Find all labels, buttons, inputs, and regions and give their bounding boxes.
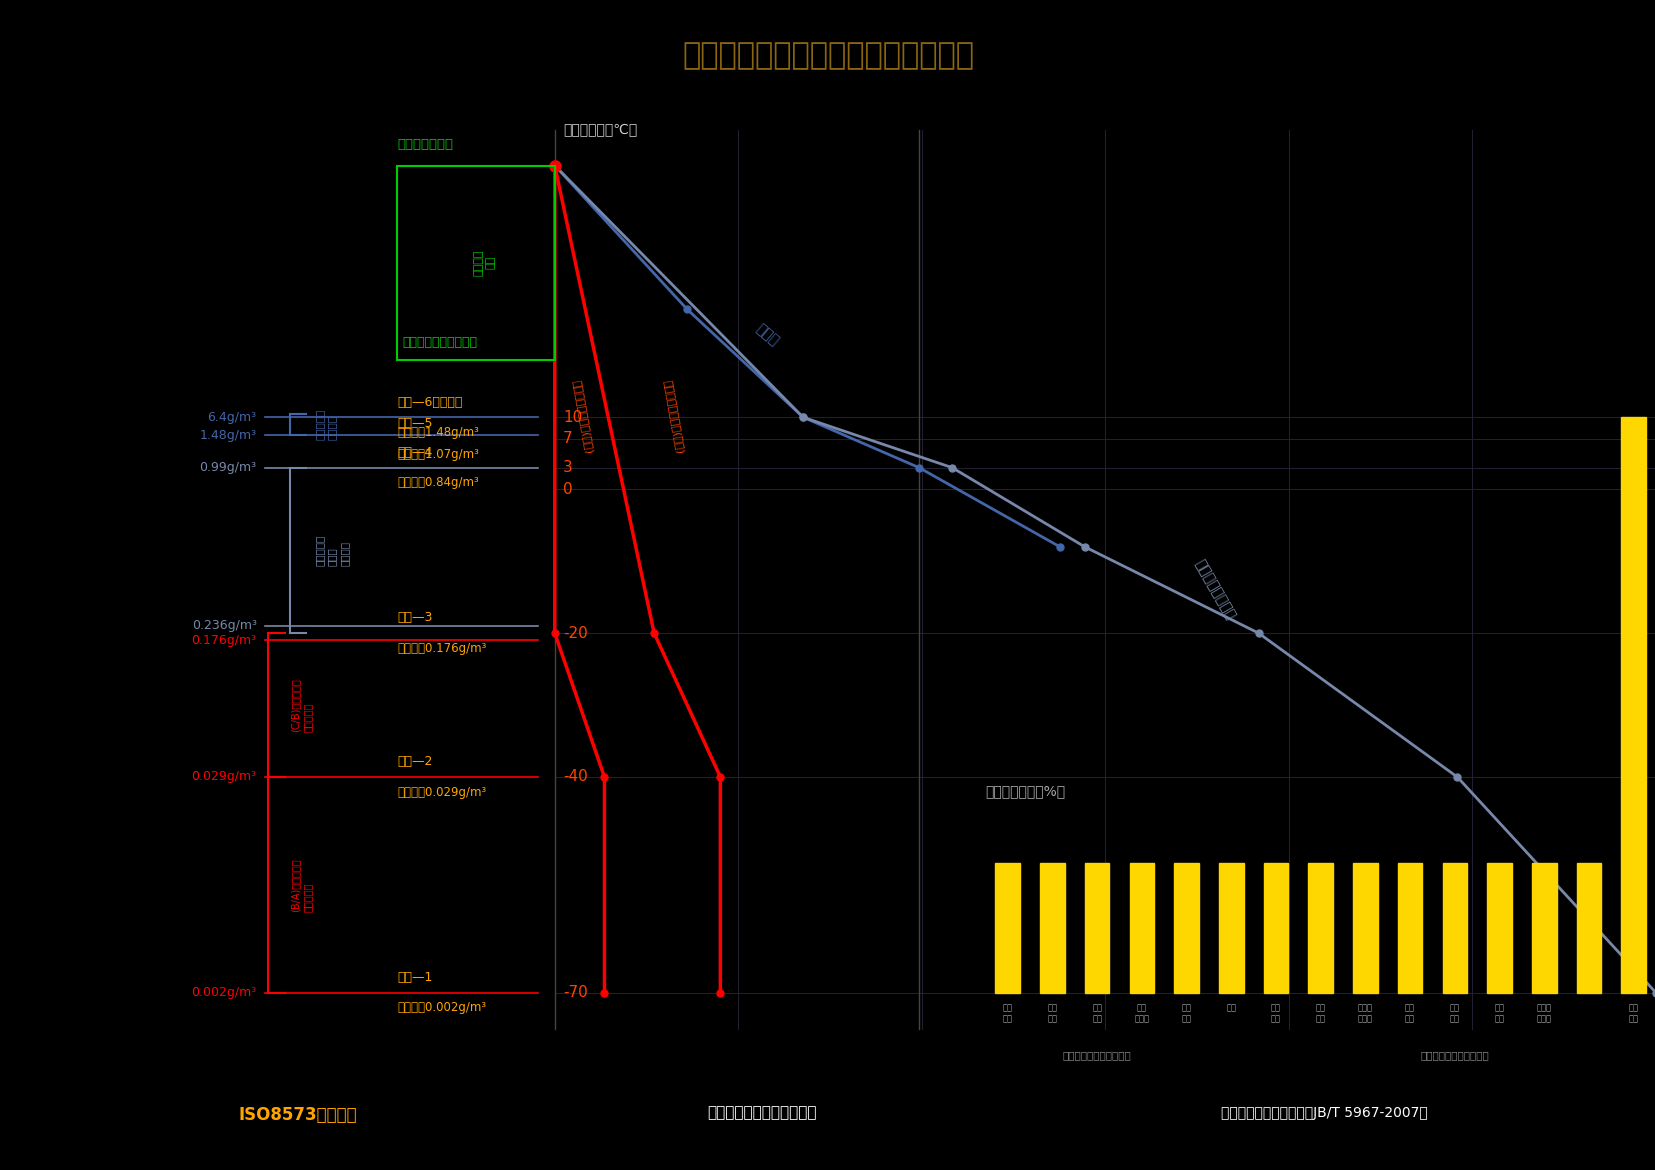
- Text: 含水值：1.48g/m³: 含水值：1.48g/m³: [397, 426, 478, 439]
- Bar: [1173, 863, 1198, 993]
- Text: 通道: 通道: [1225, 1004, 1236, 1012]
- Text: 0: 0: [563, 482, 573, 497]
- Bar: [1352, 863, 1377, 993]
- Text: 精密机
械制造: 精密机 械制造: [1357, 1004, 1372, 1023]
- Text: 6.4g/m³: 6.4g/m³: [207, 411, 257, 424]
- Bar: [1307, 863, 1332, 993]
- Text: 冷干机实际
处理效果: 冷干机实际 处理效果: [314, 408, 338, 440]
- Bar: [1531, 863, 1556, 993]
- Text: 等级—1: 等级—1: [397, 971, 432, 984]
- Text: 其他方式
提置: 其他方式 提置: [473, 249, 495, 276]
- Text: 等级—4: 等级—4: [397, 446, 432, 459]
- Text: 7: 7: [563, 432, 573, 447]
- Text: -70: -70: [563, 985, 588, 1000]
- Bar: [1218, 863, 1243, 993]
- Text: （综合能耗比：%）: （综合能耗比：%）: [985, 784, 1064, 798]
- Text: 医用
药物: 医用 药物: [1493, 1004, 1504, 1023]
- Bar: [1576, 863, 1600, 993]
- Text: （压力露点：℃）: （压力露点：℃）: [563, 123, 637, 137]
- Text: 1.48g/m³: 1.48g/m³: [200, 428, 257, 442]
- Text: 等级—3: 等级—3: [397, 612, 432, 625]
- Bar: [1039, 863, 1064, 993]
- Text: 压缩吸附式干燥机(全热): 压缩吸附式干燥机(全热): [571, 380, 594, 455]
- Text: 含水值：0.84g/m³: 含水值：0.84g/m³: [397, 476, 478, 489]
- Text: 气动
纺织: 气动 纺织: [1403, 1004, 1415, 1023]
- Bar: [1620, 418, 1645, 993]
- Text: -40: -40: [563, 770, 588, 784]
- Text: 冷干机: 冷干机: [753, 322, 781, 349]
- Bar: [397, 165, 554, 359]
- Text: 电子
器件: 电子 器件: [1314, 1004, 1326, 1023]
- Text: 干燥机效果分析及压缩空气品质要求: 干燥机效果分析及压缩空气品质要求: [682, 41, 973, 70]
- Text: 等级—2: 等级—2: [397, 756, 432, 769]
- Text: 气动
控制阀: 气动 控制阀: [1134, 1004, 1149, 1023]
- Bar: [1129, 863, 1154, 993]
- Text: 各类干燥机性能及能耗对比: 各类干燥机性能及能耗对比: [707, 1106, 816, 1121]
- Text: 气动
马达: 气动 马达: [1091, 1004, 1102, 1023]
- Bar: [1486, 863, 1511, 993]
- Text: 0.236g/m³: 0.236g/m³: [192, 619, 257, 633]
- Text: 含水量：1.07g/m³: 含水量：1.07g/m³: [397, 447, 478, 461]
- Text: 等级—5: 等级—5: [397, 418, 432, 431]
- Text: 气压系统对空气介质要求: 气压系统对空气介质要求: [1420, 1051, 1488, 1060]
- Text: 含水值：0.002g/m³: 含水值：0.002g/m³: [397, 1002, 487, 1014]
- Text: 压缩吸附式干燥机(微热): 压缩吸附式干燥机(微热): [662, 380, 685, 455]
- Text: 3: 3: [563, 460, 573, 475]
- Text: 印刷
技术: 印刷 技术: [1627, 1004, 1638, 1023]
- Bar: [1442, 863, 1466, 993]
- Text: (B/A)吸附式干燥
机处理效果: (B/A)吸附式干燥 机处理效果: [290, 858, 313, 911]
- Text: 等级—6（末级）: 等级—6（末级）: [397, 395, 462, 408]
- Bar: [1084, 863, 1109, 993]
- Text: 冷干机入口温度: 冷干机入口温度: [397, 138, 453, 151]
- Bar: [1263, 863, 1288, 993]
- Text: ISO8573国际标准: ISO8573国际标准: [238, 1106, 357, 1123]
- Text: 双塔吸附式
干燥机
处理效果: 双塔吸附式 干燥机 处理效果: [314, 535, 349, 566]
- Text: 气动元件对空气介质要求: 气动元件对空气介质要求: [1063, 1051, 1130, 1060]
- Text: 精密
机械: 精密 机械: [1180, 1004, 1192, 1023]
- Text: 控制
阀门: 控制 阀门: [1046, 1004, 1058, 1023]
- Text: -20: -20: [563, 626, 588, 641]
- Text: 0.002g/m³: 0.002g/m³: [192, 986, 257, 999]
- Text: 双塔吸附式干燥机: 双塔吸附式干燥机: [1192, 557, 1238, 621]
- Text: 机械零
件校准: 机械零 件校准: [1536, 1004, 1551, 1023]
- Text: 食品
饮料: 食品 饮料: [1269, 1004, 1281, 1023]
- Text: 0.029g/m³: 0.029g/m³: [192, 771, 257, 784]
- Text: (C/B)吸附式干燥
机处理效果: (C/B)吸附式干燥 机处理效果: [290, 679, 313, 732]
- Text: 0.99g/m³: 0.99g/m³: [200, 461, 257, 474]
- Text: 吸附式干燥机入口温度: 吸附式干燥机入口温度: [402, 336, 477, 349]
- Text: 含水值：0.029g/m³: 含水值：0.029g/m³: [397, 785, 487, 799]
- Bar: [995, 863, 1019, 993]
- Text: 0.176g/m³: 0.176g/m³: [192, 634, 257, 647]
- Text: 10: 10: [563, 410, 583, 425]
- Text: 含水值：0.176g/m³: 含水值：0.176g/m³: [397, 641, 487, 655]
- Text: 压缩空气品质等级要求（JB/T 5967-2007）: 压缩空气品质等级要求（JB/T 5967-2007）: [1221, 1106, 1427, 1120]
- Text: 焊接
机械: 焊接 机械: [1448, 1004, 1460, 1023]
- Text: 气动
元件: 气动 元件: [1001, 1004, 1013, 1023]
- Bar: [1397, 863, 1422, 993]
